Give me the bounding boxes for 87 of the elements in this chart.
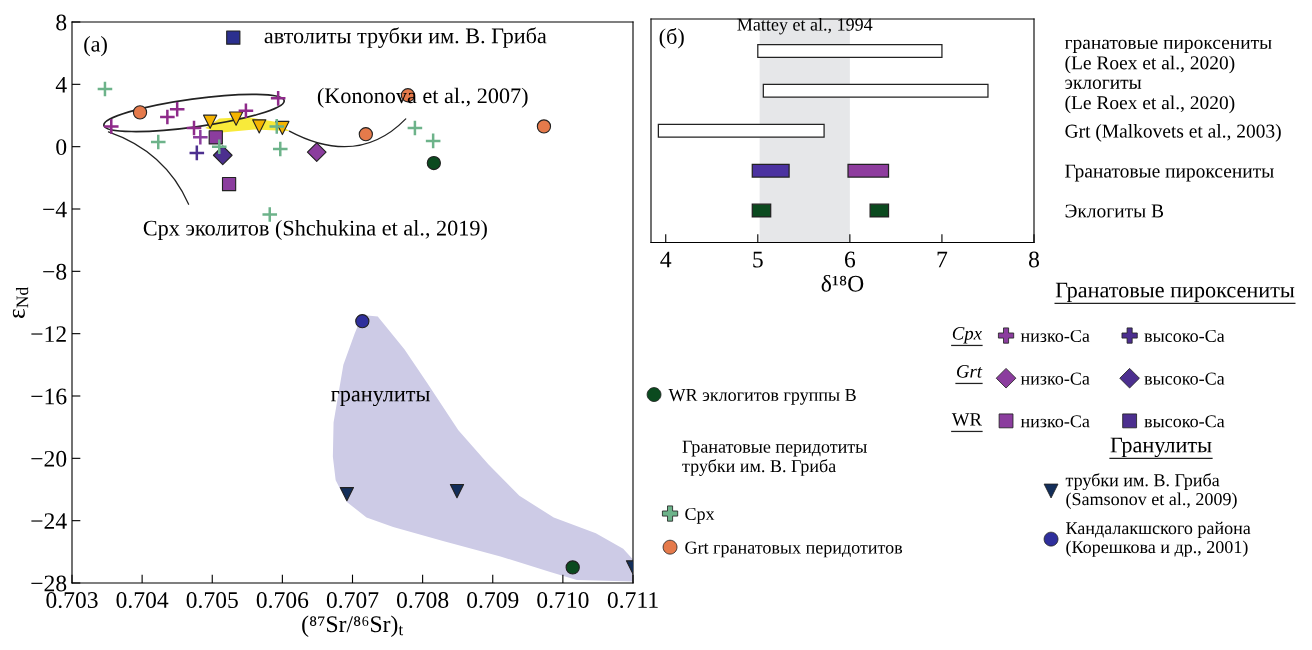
bar	[657, 123, 825, 138]
point	[102, 117, 120, 135]
x-tick-label: 0.711	[607, 592, 658, 609]
legend-label: Кандалакшского района (Корешкова и др., 2001)	[1066, 521, 1251, 557]
y-tick-label: −24	[31, 513, 67, 529]
band-label: Mattey et al., 1994	[737, 17, 873, 35]
point	[185, 119, 203, 137]
x-tick-label: 0.709	[467, 592, 519, 609]
y-tick-label: −16	[31, 388, 67, 405]
point	[306, 142, 327, 162]
y-tick-label: −28	[31, 575, 67, 592]
point	[203, 114, 218, 129]
y-tick-label: 8	[56, 14, 67, 31]
legend-label: высоко-Ca	[1144, 415, 1225, 428]
bar	[751, 163, 790, 178]
point	[426, 155, 441, 171]
point	[221, 176, 237, 192]
point	[149, 133, 167, 151]
x-tick-label: 0.704	[116, 592, 169, 609]
text: Гранулиты	[1110, 437, 1212, 458]
legend-label: трубки им. В. Гриба (Samsonov et al., 2009)	[1065, 473, 1237, 509]
x-axis-title: (⁸⁷Sr/⁸⁶Sr)$_{t}$	[302, 615, 404, 637]
text: Гранатовые перидотиты трубки им. В. Гриба	[682, 440, 867, 476]
point	[449, 483, 465, 499]
x-axis-title: δ¹⁸O	[821, 274, 864, 292]
bar	[762, 83, 989, 98]
text: WR	[951, 413, 982, 426]
annotation: Cpx эколитов (Shchukina et al., 2019)	[143, 219, 487, 241]
point	[269, 89, 287, 107]
legend-label: низко-Ca	[1020, 372, 1090, 385]
point	[188, 144, 206, 162]
x-tick-label: 0.705	[186, 592, 238, 609]
point	[358, 127, 373, 142]
point	[355, 314, 370, 329]
bar	[757, 43, 943, 58]
point	[565, 560, 580, 575]
point	[424, 132, 442, 150]
text: (a)	[84, 36, 107, 57]
x-tick-label: 7	[937, 251, 948, 268]
legend-label: низко-Ca	[1020, 329, 1090, 343]
point	[406, 119, 424, 137]
point	[210, 138, 228, 156]
y-tick-label: 0	[56, 139, 67, 156]
x-tick-label: 0.710	[537, 592, 589, 609]
x-tick-label: 5	[753, 251, 763, 268]
point	[252, 119, 267, 134]
point	[271, 140, 289, 158]
legend-label: низко-Ca	[1020, 415, 1090, 428]
legend-label: Grt гранатовых перидотитов	[685, 541, 903, 558]
y-tick-label: Grt (Malkovets et al., 2003)	[1065, 124, 1281, 142]
point	[226, 30, 241, 45]
y-tick-label: −12	[31, 326, 66, 342]
y-tick-label: Эклогиты В	[1065, 204, 1164, 218]
annotation: гранулиты	[331, 390, 430, 407]
legend-label: Cpx	[685, 507, 715, 524]
point	[191, 128, 209, 146]
point	[268, 117, 286, 135]
y-tick-label: −4	[43, 201, 67, 218]
legend-label: высоко-Ca	[1144, 372, 1225, 385]
bar	[847, 163, 890, 178]
x-tick-label: 0.703	[46, 592, 98, 609]
x-tick-label: 4	[660, 251, 672, 268]
chart-title: (б)	[659, 27, 684, 49]
y-tick-label: Гранатовые пироксениты	[1065, 164, 1274, 182]
point	[96, 80, 114, 98]
x-tick-label: 6	[844, 251, 856, 268]
x-tick-label: 0.708	[396, 592, 449, 609]
point	[228, 111, 244, 126]
series-label: автолиты трубки им. В. Гриба	[264, 27, 547, 48]
x-tick-label: 0.706	[256, 592, 309, 609]
legend-label: высоко-Ca	[1144, 329, 1225, 343]
y-tick-label: гранатовые пироксениты (Le Roex et al., 2020)	[1064, 39, 1272, 74]
y-tick-label: эклогиты (Le Roex et al., 2020)	[1065, 79, 1235, 114]
x-tick-label: 0.707	[326, 592, 379, 609]
x-tick-label: 8	[1029, 251, 1039, 268]
point	[339, 487, 355, 502]
point	[536, 119, 552, 134]
y-axis-title: ε$_{Nd}$	[12, 287, 29, 318]
point	[237, 102, 255, 120]
y-tick-label: 4	[55, 76, 67, 93]
legend-label: WR эклогитов группы В	[668, 389, 856, 405]
text: Grt	[956, 365, 983, 378]
annotation: (Kononova et al., 2007)	[317, 87, 528, 108]
y-tick-label: −8	[43, 263, 67, 280]
text: Cpx	[952, 327, 982, 344]
y-tick-label: −20	[31, 450, 67, 467]
point	[132, 105, 148, 120]
